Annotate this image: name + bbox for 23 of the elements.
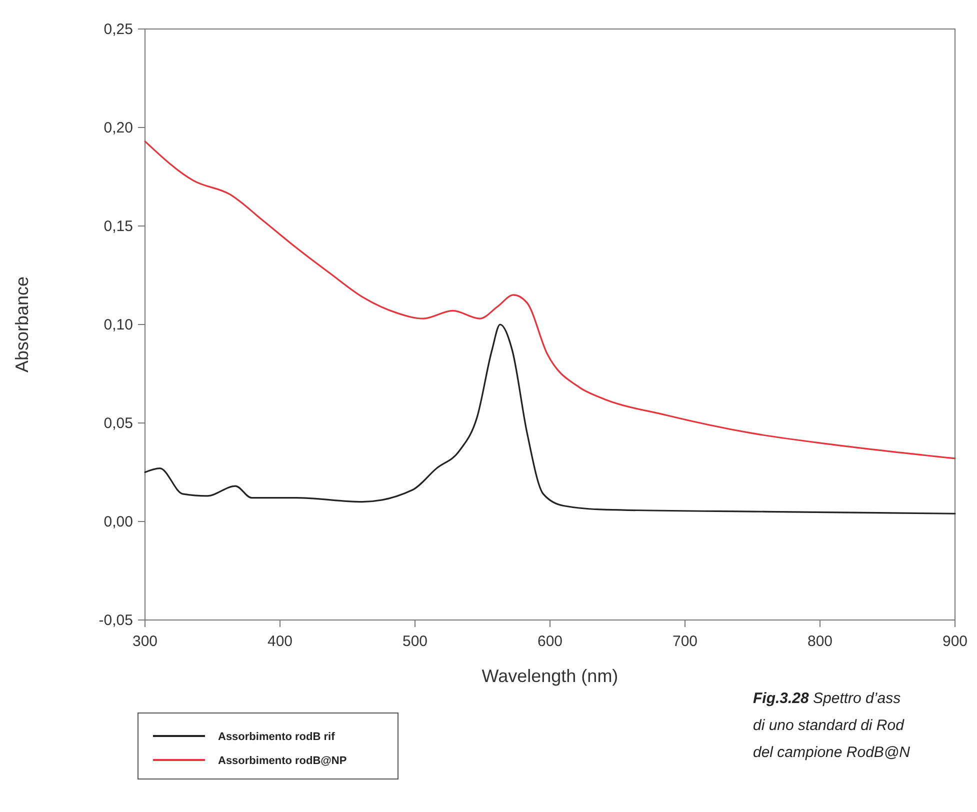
y-tick-label: -0,05 [98, 612, 133, 629]
legend-label: Assorbimento rodB rif [218, 731, 336, 743]
y-tick-label: 0,25 [104, 21, 133, 38]
y-tick-label: 0,00 [104, 514, 133, 530]
line-series [144, 324, 956, 514]
caption: Fig.3.28 Spettro d’ass [753, 690, 902, 707]
y-tick-label: 0,20 [104, 120, 133, 136]
x-tick-label: 900 [942, 633, 968, 650]
legend-label: Assorbimento rodB@NP [218, 755, 347, 767]
x-axis-title: Wavelength (nm) [482, 666, 618, 686]
y-tick-label: 0,15 [104, 218, 133, 235]
line-series [144, 140, 956, 460]
x-tick-label: 300 [132, 633, 158, 650]
text: di uno standard di Rod [753, 717, 905, 734]
x-tick-label: 700 [672, 633, 698, 650]
x-tick-label: 500 [402, 633, 428, 650]
y-tick-label: 0,05 [104, 415, 133, 432]
y-axis-title: Absorbance [12, 276, 32, 373]
x-tick-label: 800 [807, 633, 833, 650]
x-tick-label: 600 [537, 633, 563, 650]
text: del campione RodB@N [753, 744, 910, 761]
x-tick-label: 400 [267, 633, 293, 650]
y-tick-label: 0,10 [104, 316, 133, 334]
